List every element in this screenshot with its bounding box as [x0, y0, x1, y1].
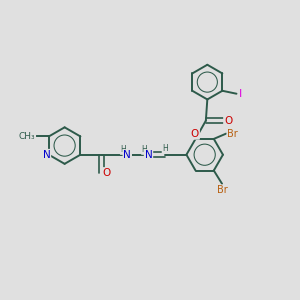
Text: H: H [142, 145, 148, 154]
Text: I: I [239, 89, 242, 99]
Text: Br: Br [217, 185, 227, 195]
Text: O: O [103, 168, 111, 178]
Text: N: N [145, 150, 152, 160]
Text: H: H [162, 144, 168, 153]
Text: H: H [121, 145, 126, 154]
Text: Br: Br [227, 129, 238, 139]
Text: O: O [191, 129, 199, 139]
Text: CH₃: CH₃ [19, 132, 35, 141]
Text: N: N [43, 150, 50, 160]
Text: N: N [123, 150, 131, 160]
Text: O: O [224, 116, 232, 126]
